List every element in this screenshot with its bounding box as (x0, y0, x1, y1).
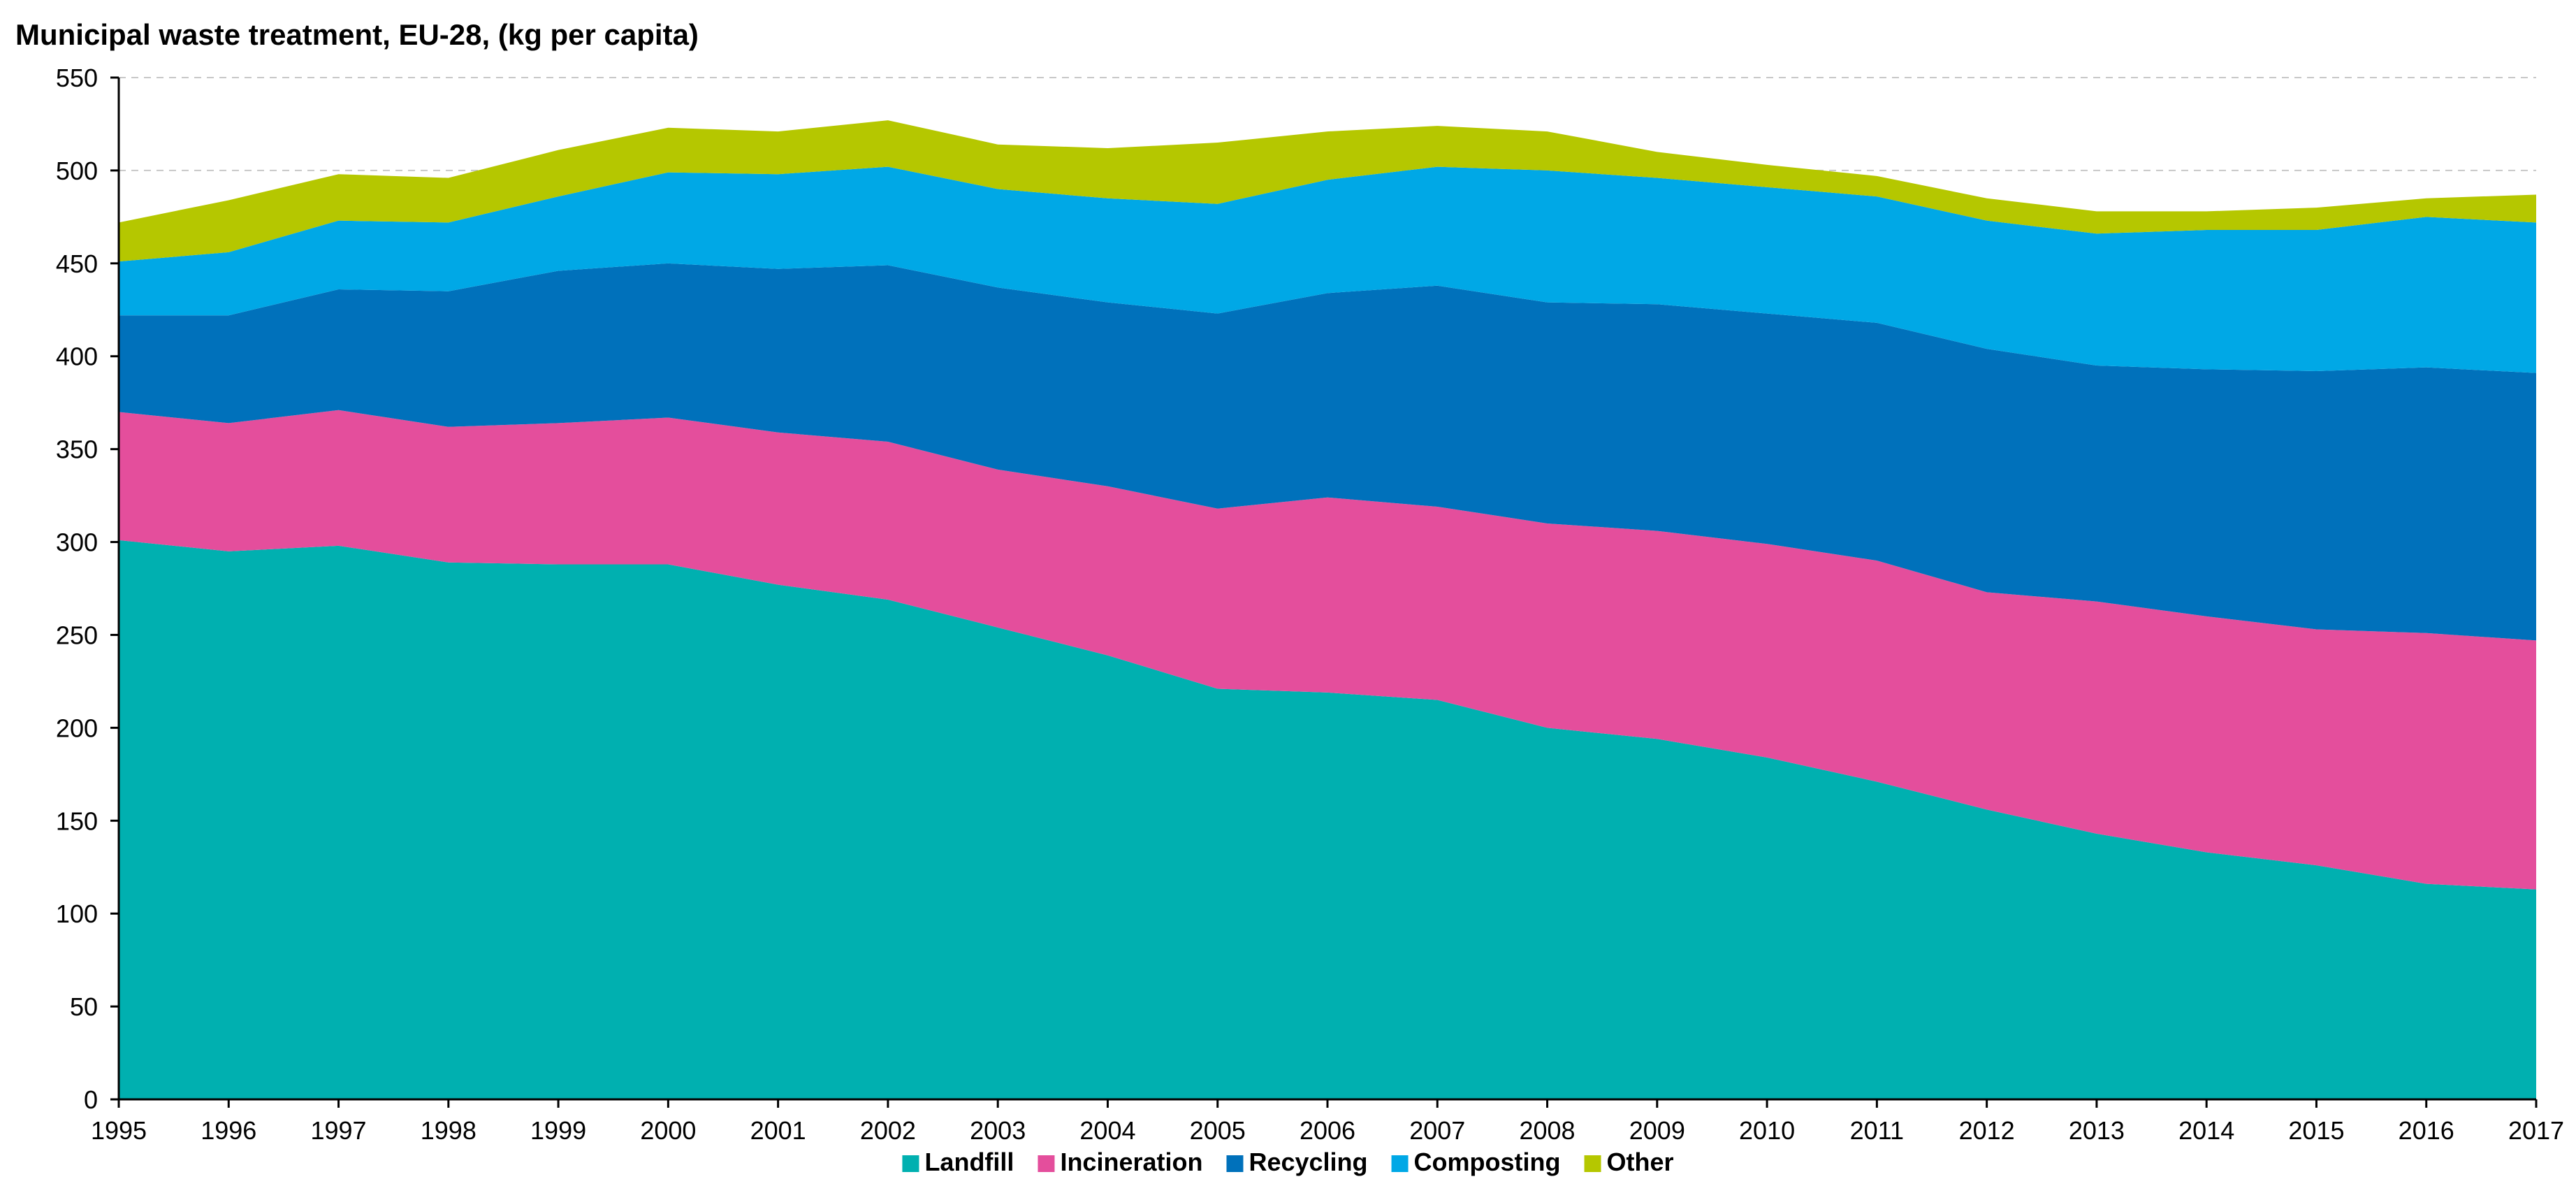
chart-title: Municipal waste treatment, EU-28, (kg pe… (15, 18, 699, 51)
y-tick-label: 300 (56, 528, 98, 557)
legend-item-incineration: Incineration (1038, 1148, 1202, 1176)
y-tick-label: 100 (56, 899, 98, 928)
y-tick-label: 200 (56, 714, 98, 742)
area-composting (119, 166, 2536, 373)
legend-label: Other (1607, 1148, 1674, 1176)
x-tick-label: 2015 (2288, 1116, 2344, 1145)
legend-label: Incineration (1060, 1148, 1202, 1176)
y-tick-label: 550 (56, 64, 98, 92)
x-tick-label: 2011 (1850, 1116, 1904, 1145)
legend-swatch (902, 1155, 919, 1172)
legend-swatch (1584, 1155, 1601, 1172)
x-tick-label: 2009 (1629, 1116, 1685, 1145)
x-tick-label: 2012 (1959, 1116, 2015, 1145)
x-tick-label: 2000 (640, 1116, 696, 1145)
legend-label: Composting (1414, 1148, 1561, 1176)
x-tick-label: 2017 (2508, 1116, 2564, 1145)
x-tick-label: 1999 (530, 1116, 586, 1145)
area-recycling (119, 263, 2536, 641)
y-tick-label: 450 (56, 250, 98, 278)
x-tick-label: 1996 (201, 1116, 256, 1145)
legend-item-landfill: Landfill (902, 1148, 1014, 1176)
x-tick-label: 2014 (2178, 1116, 2234, 1145)
x-tick-label: 2006 (1300, 1116, 1355, 1145)
legend-swatch (1391, 1155, 1409, 1172)
x-tick-label: 2002 (860, 1116, 916, 1145)
x-tick-label: 2007 (1409, 1116, 1465, 1145)
x-tick-label: 2008 (1519, 1116, 1575, 1145)
x-tick-label: 1997 (310, 1116, 366, 1145)
x-tick-label: 1995 (91, 1116, 147, 1145)
legend-label: Landfill (924, 1148, 1014, 1176)
x-tick-label: 2010 (1739, 1116, 1795, 1145)
stacked-areas (119, 120, 2536, 1099)
y-tick-label: 250 (56, 621, 98, 649)
legend: Landfill Incineration Recycling Composting O… (902, 1148, 1674, 1176)
x-axis-ticks: 1995 1996 1997 1998 1999 2000 2001 2002 2003 2004… (91, 1099, 2564, 1145)
y-tick-label: 400 (56, 342, 98, 371)
x-tick-label: 2005 (1190, 1116, 1246, 1145)
x-tick-label: 2004 (1079, 1116, 1135, 1145)
legend-item-composting: Composting (1391, 1148, 1561, 1176)
x-tick-label: 1998 (421, 1116, 476, 1145)
x-tick-label: 2003 (970, 1116, 1026, 1145)
legend-label: Recycling (1249, 1148, 1367, 1176)
legend-swatch (1226, 1155, 1244, 1172)
area-other (119, 120, 2536, 262)
y-tick-label: 0 (84, 1085, 98, 1114)
y-tick-label: 150 (56, 807, 98, 835)
legend-item-recycling: Recycling (1226, 1148, 1368, 1176)
y-tick-label: 350 (56, 435, 98, 464)
x-tick-label: 2016 (2399, 1116, 2454, 1145)
x-tick-label: 2001 (750, 1116, 806, 1145)
legend-swatch (1038, 1155, 1055, 1172)
y-tick-label: 50 (70, 992, 98, 1021)
legend-item-other: Other (1584, 1148, 1674, 1176)
y-tick-label: 500 (56, 157, 98, 185)
area-landfill (119, 540, 2536, 1099)
y-axis-ticks: 0 50 100 150 200 250 300 350 400 450 500 550 (56, 64, 119, 1114)
area-incineration (119, 410, 2536, 890)
x-tick-label: 2013 (2069, 1116, 2125, 1145)
